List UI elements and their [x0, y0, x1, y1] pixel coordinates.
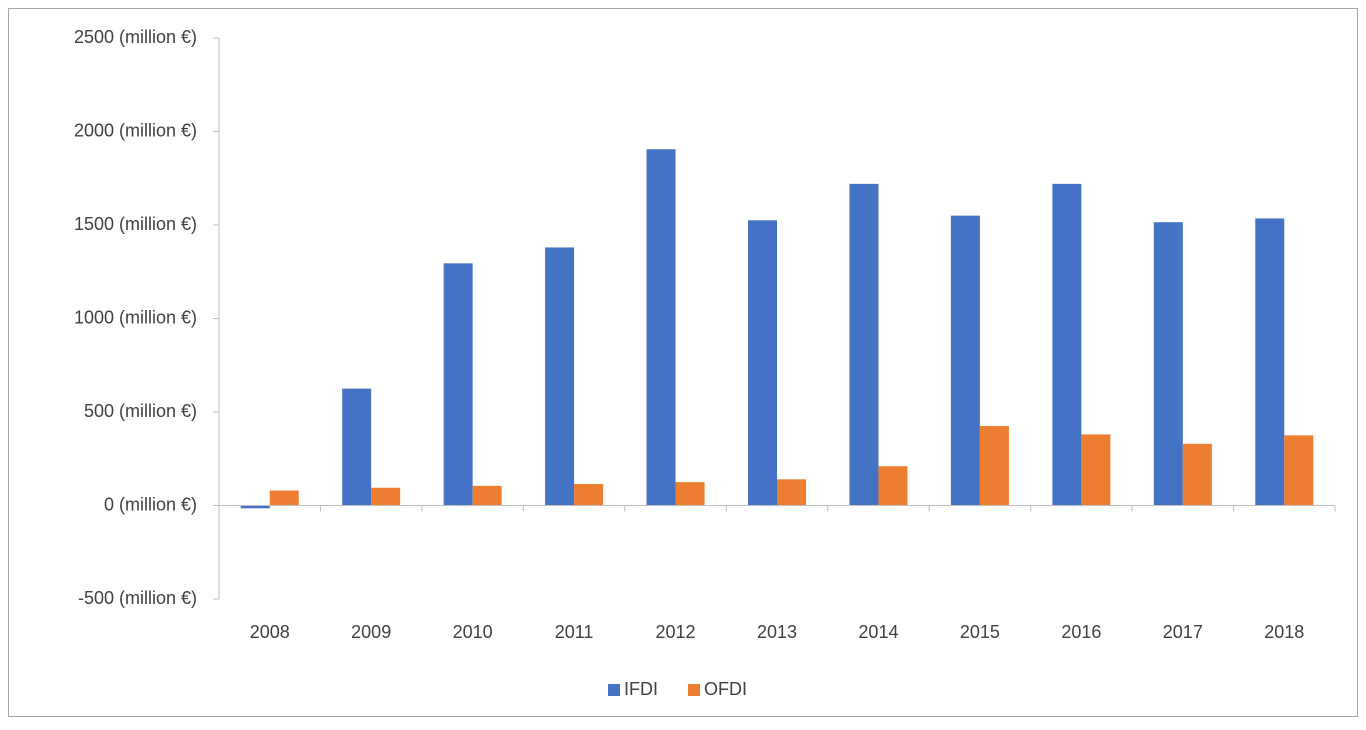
- bar: [849, 183, 879, 506]
- bar: [472, 485, 502, 506]
- bar: [1182, 443, 1212, 506]
- bar: [748, 220, 777, 506]
- y-tick-label: 1500 (million €): [74, 214, 197, 234]
- bar: [1052, 183, 1082, 506]
- bar: [777, 479, 806, 506]
- legend-swatch: [608, 684, 620, 696]
- bar: [1255, 218, 1285, 506]
- x-tick-label: 2018: [1264, 622, 1304, 642]
- y-tick-label: 2000 (million €): [74, 120, 197, 140]
- legend-label: IFDI: [624, 679, 658, 699]
- x-tick-label: 2013: [757, 622, 797, 642]
- x-tick-label: 2008: [250, 622, 290, 642]
- bar: [979, 426, 1009, 506]
- legend-label: OFDI: [704, 679, 747, 699]
- bar: [342, 388, 372, 506]
- x-tick-label: 2016: [1061, 622, 1101, 642]
- bar: [574, 483, 604, 506]
- bar: [240, 505, 270, 509]
- bar: [1284, 435, 1314, 506]
- chart-border: [8, 8, 1358, 717]
- x-tick-label: 2010: [453, 622, 493, 642]
- x-tick-label: 2014: [858, 622, 898, 642]
- bar: [646, 149, 676, 506]
- y-tick-label: 0 (million €): [104, 494, 197, 514]
- bar: [1081, 434, 1111, 506]
- x-tick-label: 2017: [1163, 622, 1203, 642]
- bar: [878, 466, 908, 506]
- legend-swatch: [688, 684, 700, 696]
- bar: [675, 482, 705, 506]
- y-tick-label: 500 (million €): [84, 401, 197, 421]
- x-tick-label: 2009: [351, 622, 391, 642]
- y-tick-label: -500 (million €): [78, 588, 197, 608]
- bar: [950, 215, 980, 506]
- x-tick-label: 2011: [555, 622, 594, 642]
- x-tick-label: 2015: [960, 622, 1000, 642]
- bar: [1153, 222, 1183, 506]
- bar: [269, 490, 299, 506]
- bar: [545, 247, 575, 506]
- x-tick-label: 2012: [656, 622, 696, 642]
- y-tick-label: 2500 (million €): [74, 27, 197, 47]
- bar: [443, 263, 473, 506]
- y-tick-label: 1000 (million €): [74, 307, 197, 327]
- bar: [371, 487, 401, 506]
